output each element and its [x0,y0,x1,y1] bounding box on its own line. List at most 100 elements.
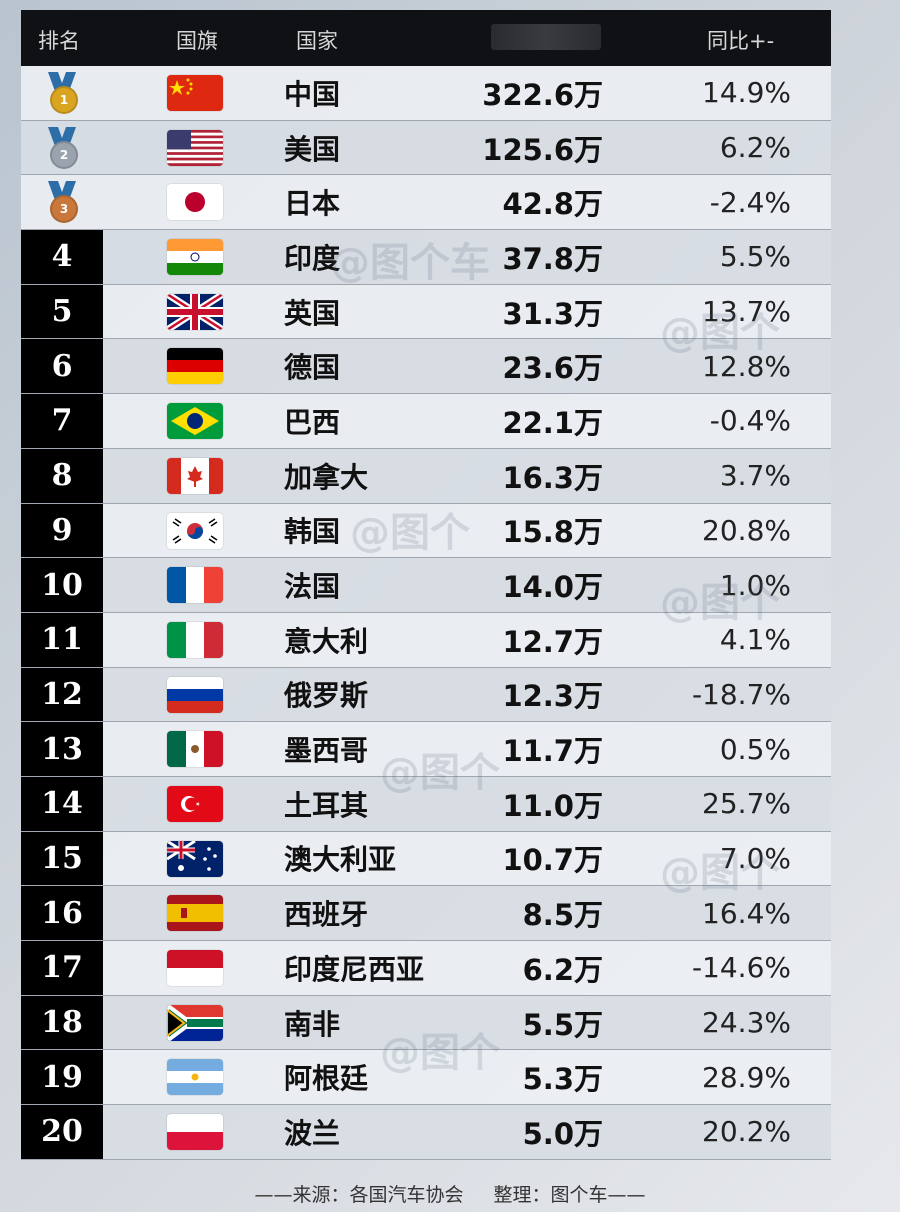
flag-de-icon [167,348,223,385]
flag-ar-icon [167,1059,223,1096]
header-country: 国家 [296,29,338,53]
header-flag: 国旗 [176,29,218,53]
yoy-change: 0.5% [719,732,791,766]
table-row: 18 南非 5.5万 24.3% [21,995,831,1051]
rank-number: 9 [21,503,103,558]
yoy-change: 25.7% [702,787,791,821]
table-body: 1 中国 322.6万 14.9% 2 美国 125.6万 6.2% 3 日本 42.8万 -2.4%… [21,66,831,1160]
medal-icon: 3 [21,175,103,229]
table-row: 12 俄罗斯 12.3万 -18.7% [21,667,831,723]
sales-value: 125.6万 [482,132,603,167]
flag-es-icon [167,895,223,932]
country-name: 南非 [284,1007,341,1041]
header-value-obscured [491,24,601,50]
country-name: 英国 [284,296,341,330]
sales-value: 8.5万 [522,898,603,933]
table-row: 1 中国 322.6万 14.9% [21,66,831,121]
country-name: 澳大利亚 [284,843,397,877]
table-row: 14 土耳其 11.0万 25.7% [21,776,831,832]
yoy-change: 1.0% [719,568,791,602]
yoy-change: 6.2% [719,131,791,165]
sales-value: 31.3万 [502,296,603,331]
sales-value: 5.5万 [522,1007,603,1042]
flag-fr-icon [167,567,223,604]
flag-cn-icon [167,75,223,111]
sales-value: 37.8万 [502,241,603,276]
medal-number: 1 [50,85,78,114]
sales-value: 23.6万 [502,351,603,386]
country-name: 印度 [284,241,341,275]
sales-value: 12.3万 [502,679,603,714]
country-name: 法国 [284,570,341,604]
medal-icon: 2 [21,121,103,175]
rank-number: 14 [21,776,103,831]
country-name: 俄罗斯 [284,679,369,713]
country-name: 土耳其 [284,788,369,822]
rank-number: 13 [21,722,103,776]
flag-ru-icon [167,676,223,713]
flag-mx-icon [167,731,223,768]
sales-value: 22.1万 [502,405,603,440]
flag-gb-icon [167,293,223,330]
rank-number: 16 [21,886,103,940]
yoy-change: 20.8% [702,513,791,547]
medal-number: 2 [50,140,78,169]
flag-jp-icon [167,184,223,221]
rank-number: 18 [21,995,103,1050]
flag-it-icon [167,621,223,658]
country-name: 巴西 [284,405,341,439]
yoy-change: 5.5% [719,240,791,274]
rank-number: 17 [21,941,103,995]
country-name: 阿根廷 [284,1062,369,1096]
sales-value: 15.8万 [502,515,603,550]
table-row: 3 日本 42.8万 -2.4% [21,175,831,231]
country-name: 加拿大 [284,460,369,494]
sales-value: 6.2万 [522,952,603,987]
sales-value: 11.0万 [502,788,603,823]
rank-number: 8 [21,448,103,503]
flag-in-icon [167,239,223,276]
sales-value: 14.0万 [502,570,603,605]
medal-number: 3 [50,195,78,224]
sales-value: 12.7万 [502,624,603,659]
flag-kr-icon [167,512,223,549]
country-name: 波兰 [284,1116,341,1150]
yoy-change: 20.2% [702,1115,791,1149]
flag-pl-icon [167,1114,223,1151]
country-name: 中国 [284,77,341,111]
yoy-change: 16.4% [702,896,791,930]
country-name: 韩国 [284,515,341,549]
header-yoy: 同比+- [707,29,775,53]
country-name: 意大利 [284,624,369,658]
yoy-change: -14.6% [691,951,791,985]
flag-au-icon [167,840,223,877]
flag-id-icon [167,950,223,986]
flag-ca-icon [167,457,223,494]
yoy-change: 7.0% [719,841,791,875]
table-row: 16 西班牙 8.5万 16.4% [21,886,831,941]
rank-number: 12 [21,667,103,722]
table-row: 17 印度尼西亚 6.2万 -14.6% [21,941,831,996]
table-header: 排名 国旗 国家 同比+- [21,10,831,66]
sales-value: 5.0万 [522,1116,603,1151]
table-row: 10 法国 14.0万 1.0% [21,558,831,613]
table-row: 9 韩国 15.8万 20.8% [21,503,831,559]
sales-value: 42.8万 [502,187,603,222]
table-row: 7 巴西 22.1万 -0.4% [21,394,831,449]
table-row: 15 澳大利亚 10.7万 7.0% [21,831,831,887]
rank-number: 6 [21,339,103,394]
table-row: 20 波兰 5.0万 20.2% [21,1105,831,1160]
flag-za-icon [167,1004,223,1041]
yoy-change: -0.4% [709,404,791,438]
rank-number: 4 [21,230,103,284]
rank-number: 10 [21,558,103,612]
country-name: 墨西哥 [284,734,369,768]
rank-number: 5 [21,284,103,339]
rank-number: 15 [21,831,103,886]
rank-number: 19 [21,1050,103,1105]
yoy-change: 28.9% [702,1060,791,1094]
yoy-change: 3.7% [719,459,791,493]
rank-number: 7 [21,394,103,448]
flag-tr-icon [167,785,223,822]
sales-value: 5.3万 [522,1062,603,1097]
